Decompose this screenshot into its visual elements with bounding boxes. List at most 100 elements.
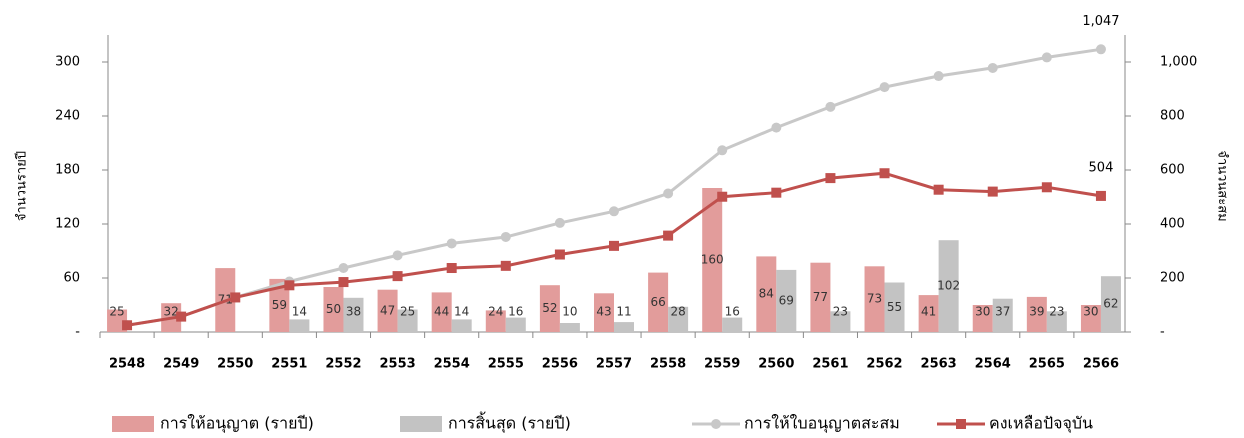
- bar-label: 24: [488, 305, 503, 319]
- bar: [323, 287, 344, 332]
- marker: [1041, 52, 1052, 63]
- marker: [122, 320, 133, 331]
- bar-label: 37: [995, 305, 1010, 319]
- x-tick-label: 2565: [1029, 357, 1065, 372]
- bar-label: 77: [813, 290, 828, 304]
- marker: [1095, 44, 1106, 55]
- bar: [451, 319, 472, 332]
- bar-label: 73: [867, 292, 882, 306]
- marker: [1041, 182, 1052, 193]
- bar-label: 84: [759, 287, 774, 301]
- marker: [609, 240, 619, 251]
- marker: [500, 231, 511, 242]
- bar: [830, 311, 851, 332]
- line-label: 504: [1089, 160, 1114, 175]
- x-tick-label: 2554: [434, 357, 470, 372]
- bar: [614, 322, 634, 332]
- bar: [864, 266, 885, 332]
- bar-label: 30: [1083, 305, 1098, 319]
- bar-label: 41: [921, 305, 936, 319]
- marker: [446, 263, 457, 274]
- bar-label: 23: [833, 305, 848, 319]
- bar: [972, 305, 993, 332]
- x-tick-label: 2552: [325, 357, 361, 372]
- x-tick-label: 2561: [812, 357, 848, 372]
- marker: [663, 230, 674, 241]
- bar: [377, 289, 398, 332]
- x-tick-label: 2564: [975, 357, 1011, 372]
- bar-label: 43: [596, 305, 611, 319]
- bar: [539, 285, 560, 332]
- y-tick-label: 180: [55, 163, 80, 178]
- marker: [717, 145, 728, 156]
- marker: [338, 263, 349, 274]
- marker: [554, 249, 565, 260]
- x-tick-label: 2562: [866, 357, 902, 372]
- bar-label: 14: [292, 305, 307, 319]
- bar-label: 23: [1049, 305, 1064, 319]
- x-tick-label: 2555: [488, 357, 524, 372]
- marker: [284, 280, 295, 291]
- y2-tick-label: 1,000: [1160, 55, 1197, 70]
- marker: [933, 71, 944, 82]
- marker: [825, 101, 836, 112]
- bar-label: 47: [380, 303, 395, 317]
- bar-label: 69: [779, 293, 794, 307]
- bar-label: 28: [670, 305, 685, 319]
- bar-label: 39: [1029, 305, 1044, 319]
- bar-label: 25: [400, 305, 415, 319]
- y2-axis-title: จำนวนสะสม: [1215, 150, 1230, 221]
- marker: [1095, 190, 1106, 201]
- x-tick-label: 2548: [109, 357, 145, 372]
- y-tick-label: 300: [55, 55, 80, 70]
- y2-tick-label: 200: [1160, 271, 1185, 286]
- bar-label: 30: [975, 305, 990, 319]
- x-tick-label: 2557: [596, 357, 632, 372]
- legend-swatch: [400, 416, 442, 432]
- bar: [485, 310, 506, 332]
- y2-tick-label: -: [1160, 325, 1165, 340]
- line-label: 1,047: [1082, 14, 1119, 29]
- marker: [609, 206, 619, 217]
- marker: [338, 277, 349, 288]
- bar-label: 11: [616, 305, 631, 319]
- bar-label: 59: [272, 298, 287, 312]
- x-tick-label: 2560: [758, 357, 794, 372]
- marker: [717, 191, 728, 202]
- legend-label: คงเหลือปัจจุบัน: [989, 414, 1093, 434]
- y-tick-label: 120: [55, 217, 80, 232]
- legend-swatch: [112, 416, 154, 432]
- marker: [446, 238, 457, 249]
- bar: [559, 323, 580, 332]
- marker: [771, 122, 782, 133]
- legend-label: การให้อนุญาต (รายปี): [160, 414, 314, 434]
- bar-label: 52: [542, 301, 557, 315]
- bar-label: 160: [701, 253, 724, 267]
- x-tick-label: 2549: [163, 357, 199, 372]
- y-tick-label: -: [75, 325, 80, 340]
- bar: [702, 188, 723, 332]
- x-tick-label: 2553: [379, 357, 415, 372]
- marker: [554, 217, 565, 228]
- bar: [397, 309, 418, 332]
- bar: [756, 256, 777, 332]
- bar: [918, 295, 939, 332]
- marker: [987, 62, 998, 73]
- x-tick-label: 2559: [704, 357, 740, 372]
- x-tick-label: 2551: [271, 357, 307, 372]
- bar-label: 44: [434, 305, 449, 319]
- bar: [431, 292, 452, 332]
- bar: [269, 278, 290, 332]
- bar: [648, 272, 669, 332]
- y-tick-label: 60: [63, 271, 80, 286]
- bar-label: 25: [109, 305, 124, 319]
- bar: [884, 282, 905, 332]
- bar: [992, 298, 1013, 332]
- marker: [500, 260, 511, 271]
- x-tick-label: 2556: [542, 357, 578, 372]
- bar: [722, 317, 743, 332]
- bar-label: 38: [346, 305, 361, 319]
- marker: [392, 271, 403, 282]
- bar: [343, 297, 364, 332]
